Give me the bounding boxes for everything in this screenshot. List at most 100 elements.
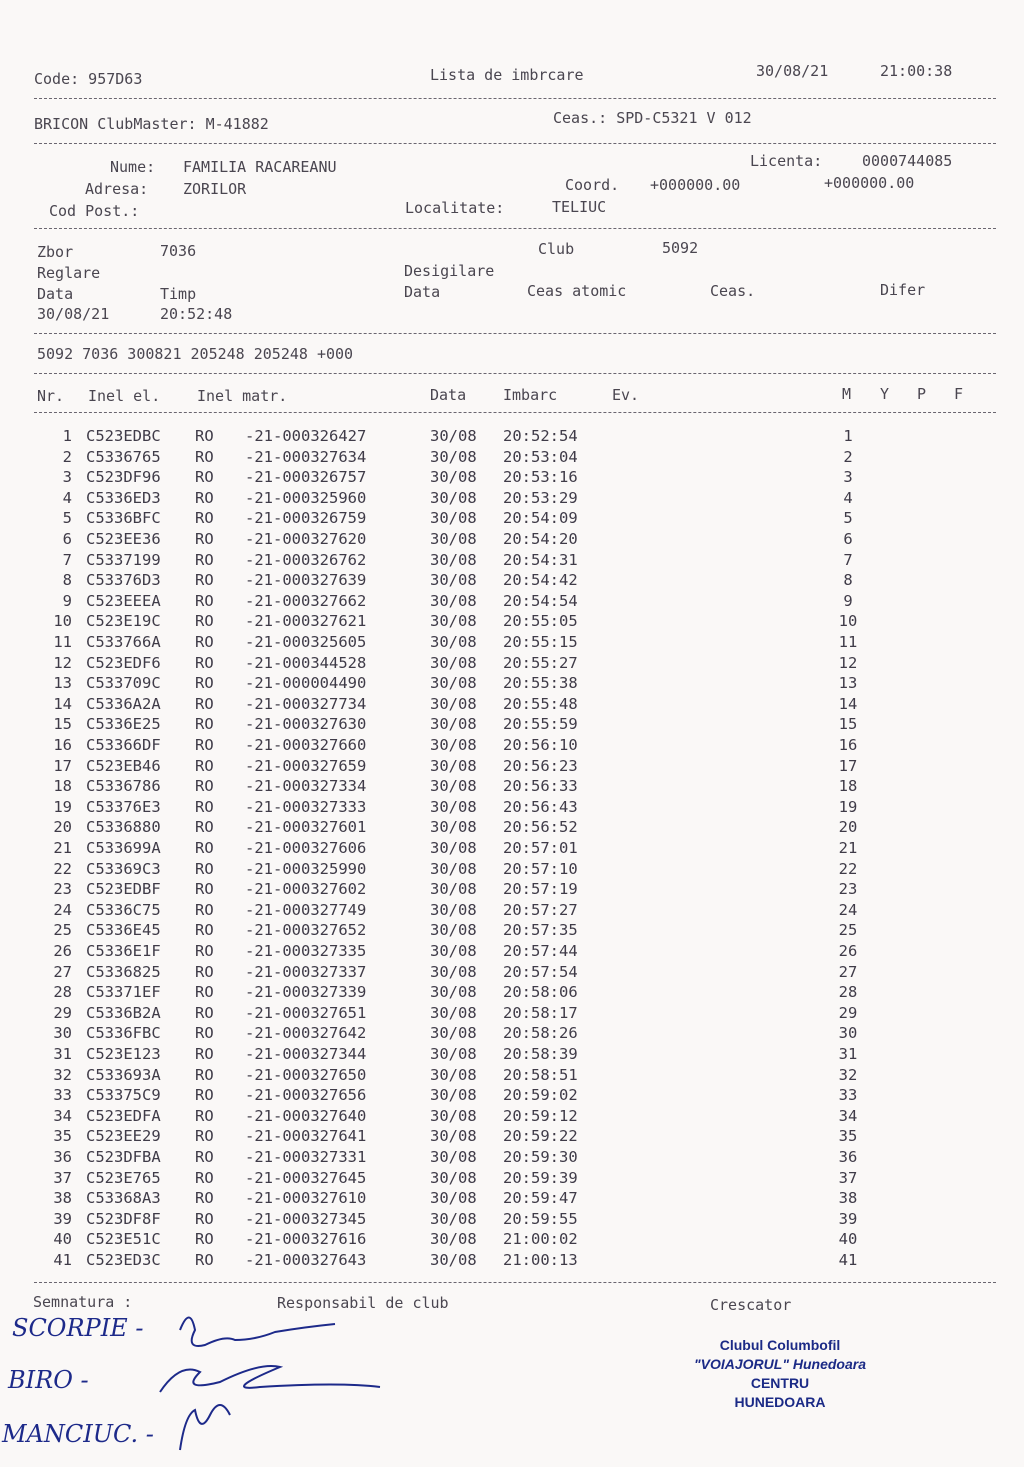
date: 30/08	[430, 509, 477, 528]
date: 30/08	[430, 427, 477, 445]
country: RO	[195, 1086, 214, 1105]
row-number: 24	[53, 900, 72, 919]
divider	[34, 333, 996, 334]
table-row: 21 C533699A RO -21-000327606 30/08 20:57:01 21	[0, 839, 1024, 859]
m-position: 13	[838, 674, 858, 693]
country: RO	[195, 983, 214, 1002]
date: 30/08	[430, 983, 477, 1002]
row-number: 1	[62, 427, 72, 445]
row-number: 23	[53, 880, 72, 899]
date: 30/08	[430, 1148, 477, 1166]
owner-address: ZORILOR	[183, 180, 247, 198]
table-row: 3 C523DF96 RO -21-000326757 30/08 20:53:16 3	[0, 468, 1024, 488]
date: 30/08	[430, 488, 477, 507]
matriculation-ring: -21-000327344	[245, 1045, 367, 1063]
matriculation-ring: -21-000344528	[245, 653, 367, 672]
boarding-time: 20:56:43	[503, 797, 578, 816]
table-row: 14 C5336A2A RO -21-000327734 30/08 20:55:48 14	[0, 695, 1024, 715]
signatures	[159, 1316, 381, 1451]
postal-label: Cod Post.:	[49, 202, 140, 220]
ring-id: C523EDBF	[86, 880, 161, 899]
country: RO	[195, 509, 214, 528]
m-position: 34	[838, 1106, 858, 1125]
table-row: 5 C5336BFC RO -21-000326759 30/08 20:54:09 5	[0, 509, 1024, 529]
boarding-time: 20:56:10	[503, 736, 578, 754]
country: RO	[195, 612, 214, 631]
ring-id: C523EE29	[86, 1127, 161, 1146]
date: 30/08	[430, 447, 477, 466]
reglare-time: 20:52:48	[160, 305, 233, 323]
boarding-time: 20:58:51	[503, 1065, 578, 1084]
system-id: BRICON ClubMaster: M-41882	[34, 115, 269, 133]
country: RO	[195, 694, 214, 713]
table-row: 17 C523EB46 RO -21-000327659 30/08 20:56:23 17	[0, 757, 1024, 777]
boarding-time: 20:55:48	[503, 694, 578, 713]
table-row: 33 C53375C9 RO -21-000327656 30/08 20:59:02 33	[0, 1086, 1024, 1106]
ring-id: C5336E45	[86, 921, 161, 940]
boarding-time: 20:59:12	[503, 1106, 578, 1125]
boarding-time: 20:55:27	[503, 653, 578, 672]
date: 30/08	[430, 674, 477, 693]
row-number: 41	[53, 1251, 72, 1269]
m-position: 5	[843, 509, 853, 528]
m-position: 38	[838, 1189, 858, 1208]
country: RO	[195, 942, 214, 960]
handwritten-name: BIRO -	[8, 1366, 89, 1394]
table-row: 30 C5336FBC RO -21-000327642 30/08 20:58:26 30	[0, 1024, 1024, 1044]
boarding-time: 20:59:39	[503, 1168, 578, 1187]
date: 30/08	[430, 1189, 477, 1208]
row-number: 31	[53, 1045, 72, 1063]
country: RO	[195, 427, 214, 445]
date: 30/08	[430, 859, 477, 878]
ring-id: C523E51C	[86, 1230, 161, 1249]
boarding-time: 20:58:17	[503, 1003, 578, 1022]
m-position: 19	[838, 797, 858, 816]
matriculation-ring: -21-000326427	[245, 427, 367, 445]
divider	[34, 98, 996, 99]
boarding-time: 20:54:54	[503, 591, 578, 610]
country: RO	[195, 447, 214, 466]
row-number: 4	[62, 488, 72, 507]
country: RO	[195, 1209, 214, 1228]
country: RO	[195, 715, 214, 734]
matriculation-ring: -21-000325990	[245, 859, 367, 878]
boarding-time: 20:54:31	[503, 550, 578, 569]
ring-id: C523E765	[86, 1168, 161, 1187]
country: RO	[195, 1148, 214, 1166]
table-row: 38 C53368A3 RO -21-000327610 30/08 20:59:47 38	[0, 1189, 1024, 1209]
ring-id: C5336B2A	[86, 1003, 161, 1022]
m-position: 17	[838, 756, 858, 775]
row-number: 38	[53, 1189, 72, 1208]
table-row: 15 C5336E25 RO -21-000327630 30/08 20:55:59 15	[0, 715, 1024, 735]
divider	[34, 228, 996, 229]
code-line: 5092 7036 300821 205248 205248 +000	[37, 345, 354, 363]
row-number: 30	[53, 1024, 72, 1043]
ring-id: C523E19C	[86, 612, 161, 631]
date: 30/08	[430, 1168, 477, 1187]
matriculation-ring: -21-000327335	[245, 942, 367, 960]
reglare-label: Reglare	[37, 264, 101, 282]
divider	[34, 143, 996, 144]
row-number: 35	[53, 1127, 72, 1146]
boarding-time: 20:53:16	[503, 468, 578, 487]
row-number: 8	[62, 571, 72, 590]
club-stamp: Clubul Columbofil "VOIAJORUL" Hunedoara …	[670, 1336, 890, 1412]
boarding-time: 20:57:35	[503, 921, 578, 940]
m-position: 29	[838, 1003, 858, 1022]
country: RO	[195, 674, 214, 693]
country: RO	[195, 1168, 214, 1187]
m-position: 11	[838, 633, 858, 651]
boarding-time: 20:53:29	[503, 488, 578, 507]
country: RO	[195, 633, 214, 651]
row-number: 21	[53, 839, 72, 857]
m-position: 3	[843, 468, 853, 487]
col-p: P	[917, 385, 927, 403]
ring-id: C5336880	[86, 818, 161, 837]
table-row: 9 C523EEEA RO -21-000327662 30/08 20:54:54 9	[0, 592, 1024, 612]
ring-id: C53376D3	[86, 571, 161, 590]
ring-id: C5336E25	[86, 715, 161, 734]
ring-id: C533693A	[86, 1065, 161, 1084]
matriculation-ring: -21-000326759	[245, 509, 367, 528]
col-date: Data	[430, 386, 467, 404]
row-number: 17	[53, 756, 72, 775]
